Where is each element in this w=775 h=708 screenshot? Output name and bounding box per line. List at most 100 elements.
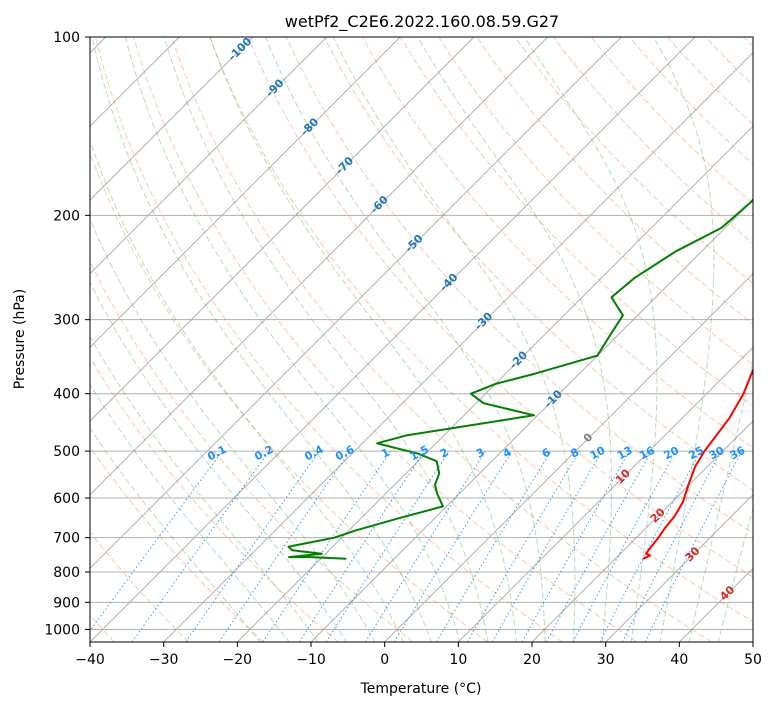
dry-adiabat-line bbox=[743, 37, 753, 48]
moist-adiabat-line bbox=[90, 383, 290, 642]
dry-adiabat-label: 40 bbox=[717, 583, 737, 603]
line-labels: 0.1 0.2 0.4 0.6 1 1.5 2 3 4 6 8 10 13 16 20 25 30 36-100-… bbox=[205, 35, 747, 604]
temperature-profile-line bbox=[642, 367, 753, 560]
mixing-ratio-line bbox=[435, 450, 552, 642]
x-tick-label: 40 bbox=[670, 652, 688, 668]
moist-adiabat-line bbox=[163, 37, 489, 642]
moist-adiabat-line bbox=[90, 427, 261, 642]
mixing-ratio-line bbox=[131, 450, 270, 642]
mixing-ratio-line bbox=[491, 450, 603, 642]
reference-lines bbox=[90, 37, 753, 642]
axis-ticks: −40 −30 −20 −10 0 10 20 30 40 5010009008007006005… bbox=[44, 30, 762, 668]
isotherm-line bbox=[90, 37, 401, 349]
dry-adiabat-line bbox=[323, 37, 753, 491]
mixing-ratio-label: 36 bbox=[728, 444, 748, 463]
x-tick-label: 20 bbox=[523, 652, 541, 668]
mixing-ratio-label: 30 bbox=[707, 444, 727, 463]
y-tick-label: 1000 bbox=[44, 622, 80, 638]
mixing-ratio-line bbox=[467, 450, 580, 642]
dry-adiabat-line bbox=[90, 260, 414, 642]
mixing-ratio-label: 16 bbox=[637, 444, 657, 463]
dry-adiabat-line bbox=[209, 37, 753, 623]
dry-adiabat-line bbox=[90, 445, 264, 642]
dry-adiabat-line bbox=[90, 151, 488, 642]
moist-adiabat-line bbox=[523, 37, 658, 642]
mixing-ratio-line bbox=[364, 450, 486, 642]
isotherm-line bbox=[531, 420, 753, 642]
dry-adiabat-line bbox=[476, 37, 753, 325]
mixing-ratio-line bbox=[521, 450, 630, 642]
mixing-ratio-line bbox=[298, 450, 425, 642]
dry-adiabat-line bbox=[95, 37, 563, 642]
x-tick-label: −10 bbox=[296, 652, 326, 668]
x-tick-label: −30 bbox=[149, 652, 179, 668]
plot-frame bbox=[89, 36, 754, 643]
mixing-ratio-label: 1.5 bbox=[408, 443, 431, 464]
y-tick-label: 800 bbox=[53, 565, 80, 581]
isotherm-line bbox=[90, 37, 475, 422]
isotherm-line bbox=[457, 346, 753, 642]
chart-title: wetPf2_C2E6.2022.160.08.59.G27 bbox=[285, 12, 559, 32]
mixing-ratio-label: 0.1 bbox=[205, 443, 228, 464]
moist-adiabat-line bbox=[688, 357, 753, 642]
mixing-ratio-line bbox=[218, 450, 351, 642]
mixing-ratio-line bbox=[572, 450, 677, 642]
mixing-ratio-line bbox=[90, 450, 223, 632]
isotherm-line bbox=[90, 37, 328, 275]
dry-adiabat-label: 0 bbox=[581, 430, 596, 445]
dry-adiabat-line bbox=[90, 356, 339, 642]
moist-adiabat-line bbox=[417, 37, 612, 642]
mixing-ratio-label: 20 bbox=[662, 444, 682, 463]
x-tick-label: 0 bbox=[380, 652, 389, 668]
y-tick-label: 200 bbox=[53, 208, 80, 224]
x-tick-label: −20 bbox=[223, 652, 253, 668]
mixing-ratio-label: 13 bbox=[615, 444, 635, 463]
dry-adiabat-line bbox=[705, 37, 753, 87]
isotherm-line bbox=[90, 37, 696, 642]
mixing-ratio-label: 3 bbox=[474, 446, 487, 461]
dewpoint-profile-line bbox=[287, 197, 753, 560]
mixing-ratio-line bbox=[545, 450, 653, 642]
isotherm-line bbox=[752, 641, 753, 642]
y-tick-label: 500 bbox=[53, 444, 80, 460]
x-tick-label: −40 bbox=[75, 652, 105, 668]
mixing-ratio-label: 10 bbox=[588, 444, 608, 463]
mixing-ratio-label: 0.4 bbox=[302, 443, 326, 464]
y-tick-label: 600 bbox=[53, 491, 80, 507]
moist-adiabat-line bbox=[90, 281, 347, 642]
dry-adiabat-label: 30 bbox=[683, 544, 703, 564]
y-tick-label: 700 bbox=[53, 531, 80, 547]
dry-adiabat-line bbox=[667, 37, 753, 126]
x-tick-label: 50 bbox=[744, 652, 762, 668]
moist-adiabat-line bbox=[717, 506, 753, 642]
dry-adiabat-label: -100 bbox=[226, 35, 255, 64]
dry-adiabat-line bbox=[171, 37, 712, 642]
isotherm-line bbox=[163, 51, 753, 642]
mixing-ratio-label: 0.6 bbox=[333, 443, 357, 464]
y-tick-label: 100 bbox=[53, 30, 80, 46]
isotherm-line bbox=[90, 37, 549, 496]
y-tick-label: 400 bbox=[53, 387, 80, 403]
moist-adiabat-line bbox=[652, 37, 715, 642]
moist-adiabat-line bbox=[264, 37, 546, 642]
mixing-ratio-label: 6 bbox=[540, 445, 553, 460]
dry-adiabat-line bbox=[438, 37, 753, 366]
background-grid bbox=[90, 37, 753, 642]
dry-adiabat-line bbox=[133, 37, 638, 642]
moist-adiabat-line bbox=[90, 335, 319, 642]
isotherm-line bbox=[310, 199, 753, 642]
dry-adiabat-line bbox=[247, 37, 753, 578]
isotherm-line bbox=[605, 493, 753, 642]
moist-adiabat-line bbox=[209, 37, 518, 642]
dry-adiabat-line bbox=[90, 531, 190, 642]
mixing-ratio-line bbox=[185, 450, 320, 642]
moist-adiabat-line bbox=[91, 37, 432, 642]
moist-adiabat-line bbox=[90, 218, 376, 642]
mixing-ratio-label: 2 bbox=[438, 446, 451, 461]
x-tick-label: 10 bbox=[449, 652, 467, 668]
dry-adiabat-line bbox=[552, 37, 753, 245]
mixing-ratio-line bbox=[325, 450, 450, 642]
isotherm-line bbox=[236, 125, 753, 642]
isotherm-line bbox=[90, 37, 254, 201]
